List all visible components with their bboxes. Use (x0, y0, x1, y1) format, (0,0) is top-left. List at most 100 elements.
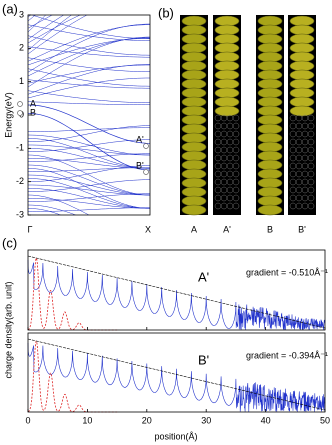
image-label: A (191, 224, 197, 234)
y-tick-label: -3 (16, 209, 24, 219)
density-lobe (258, 106, 282, 116)
density-lobe (215, 106, 239, 116)
x-tick-label: Γ (28, 224, 33, 234)
image-label: B (267, 224, 273, 234)
band (28, 154, 150, 162)
density-lobe (258, 34, 282, 44)
density-lobe (215, 79, 239, 89)
plot-label: B' (198, 352, 209, 367)
density-lobe (215, 43, 239, 53)
density-lobe (258, 16, 282, 26)
density-lobe (290, 106, 314, 116)
band (28, 0, 150, 43)
density-lobe (258, 61, 282, 71)
density-lobe (182, 151, 206, 161)
density-lobe (182, 160, 206, 170)
band (28, 168, 150, 208)
x-tick-label: 20 (142, 415, 152, 425)
density-lobe (182, 34, 206, 44)
band (28, 194, 150, 202)
density-lobe (215, 34, 239, 44)
density-lobe (290, 79, 314, 89)
band (28, 113, 150, 170)
density-lobe (182, 79, 206, 89)
annotation: A' (136, 134, 144, 144)
density-lobe (182, 25, 206, 35)
y-tick-label: 2 (19, 43, 24, 53)
density-lobe (182, 205, 206, 215)
density-lobe (182, 106, 206, 116)
marker (18, 102, 23, 107)
density-lobe (215, 97, 239, 107)
density-lobe (258, 97, 282, 107)
density-lobe (182, 16, 206, 26)
density-lobe (182, 43, 206, 53)
density-lobe (182, 70, 206, 80)
density-lobe (182, 88, 206, 98)
density-lobe (182, 178, 206, 188)
marker (18, 111, 23, 116)
density-lobe (290, 61, 314, 71)
panel-label: (b) (158, 5, 174, 20)
band (28, 105, 150, 143)
density-lobe (258, 70, 282, 80)
panel-label: (a) (2, 1, 18, 16)
plot-label: A' (198, 269, 209, 284)
panel-label: (c) (2, 235, 17, 250)
density-lobe (290, 52, 314, 62)
density-lobe (258, 88, 282, 98)
band (28, 25, 150, 62)
density-lobe (215, 88, 239, 98)
density-lobe (290, 43, 314, 53)
density-lobe (182, 61, 206, 71)
density-lobe (258, 169, 282, 179)
density-lobe (182, 187, 206, 197)
annotation: B (30, 107, 36, 117)
density-lobe (215, 61, 239, 71)
density-lobe (182, 169, 206, 179)
marker (144, 170, 149, 175)
density-lobe (215, 70, 239, 80)
annotation: B' (136, 160, 144, 170)
density-lobe (290, 34, 314, 44)
band (28, 0, 150, 32)
x-tick-label: 0 (25, 415, 30, 425)
x-axis-label: position(Å) (154, 431, 197, 441)
image-label: A' (223, 224, 231, 234)
density-lobe (258, 187, 282, 197)
density-lobe (258, 142, 282, 152)
density-lobe (258, 205, 282, 215)
density-lobe (258, 52, 282, 62)
density-lobe (182, 115, 206, 125)
band (28, 215, 150, 235)
density-lobe (182, 97, 206, 107)
density-lobe (258, 115, 282, 125)
panel-b: A A' B B' (180, 15, 316, 234)
image-label: B' (298, 224, 306, 234)
band (28, 37, 150, 87)
band (28, 138, 150, 168)
density-lobe (182, 196, 206, 206)
density-lobe (258, 178, 282, 188)
band (28, 175, 150, 195)
y-axis-label: Energy(eV) (3, 92, 13, 138)
band (28, 0, 150, 28)
density-lobe (182, 124, 206, 134)
density-lobe (258, 79, 282, 89)
density-lobe (258, 25, 282, 35)
band (28, 47, 150, 58)
density-lobe (290, 70, 314, 80)
y-axis-label: charge density(arb. unit) (3, 281, 13, 378)
marker (144, 144, 149, 149)
gradient-label: gradient = -0.394Å⁻¹ (246, 350, 328, 360)
density-lobe (258, 160, 282, 170)
density-lobe (290, 97, 314, 107)
bands (28, 0, 150, 248)
density-lobe (258, 124, 282, 134)
density-lobe (290, 25, 314, 35)
density-lobe (215, 52, 239, 62)
density-lobe (258, 43, 282, 53)
y-tick-label: -2 (16, 176, 24, 186)
y-tick-label: -1 (16, 143, 24, 153)
